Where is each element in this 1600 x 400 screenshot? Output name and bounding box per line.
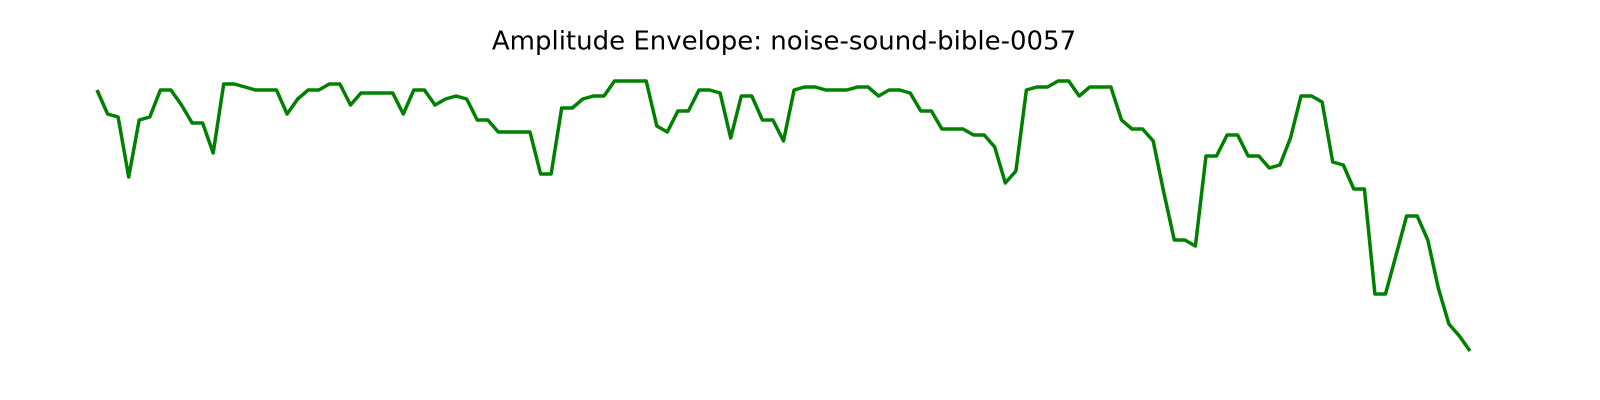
chart-title: Amplitude Envelope: noise-sound-bible-00… — [492, 27, 1076, 57]
line — [95, 79, 1472, 353]
